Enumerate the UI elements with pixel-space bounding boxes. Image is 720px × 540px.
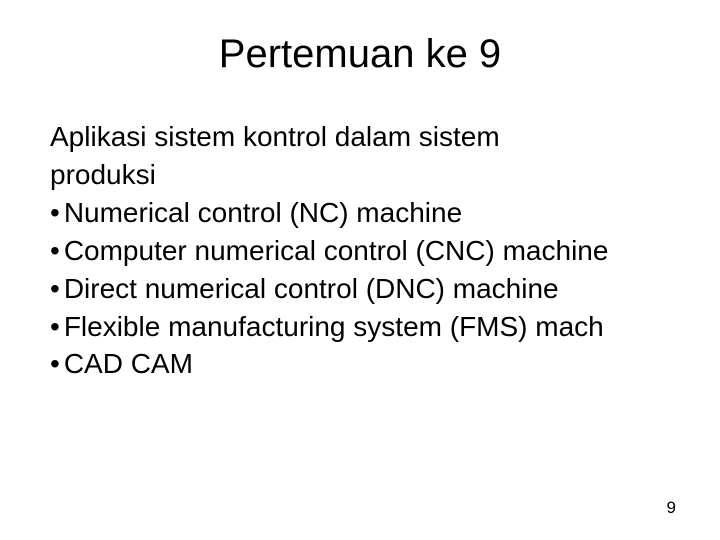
bullet-text: Computer numerical control (CNC) machine [64,235,609,266]
bullet-list: •Numerical control (NC) machine •Compute… [50,195,670,384]
slide-title: Pertemuan ke 9 [50,32,670,77]
slide-container: Pertemuan ke 9 Aplikasi sistem kontrol d… [0,0,720,540]
bullet-text: CAD CAM [64,348,193,379]
bullet-icon: • [50,273,60,304]
list-item: •Direct numerical control (DNC) machine [50,271,670,308]
list-item: •Computer numerical control (CNC) machin… [50,233,670,270]
bullet-text: Numerical control (NC) machine [64,197,462,228]
page-number: 9 [667,498,676,518]
bullet-text: Flexible manufacturing system (FMS) mach [64,311,604,342]
bullet-text: Direct numerical control (DNC) machine [64,273,559,304]
bullet-icon: • [50,348,60,379]
slide-subtitle-line1: Aplikasi sistem kontrol dalam sistem [50,119,670,155]
list-item: •Flexible manufacturing system (FMS) mac… [50,309,670,346]
list-item: •Numerical control (NC) machine [50,195,670,232]
list-item: •CAD CAM [50,346,670,383]
slide-subtitle-line2: produksi [50,157,670,193]
bullet-icon: • [50,311,60,342]
bullet-icon: • [50,197,60,228]
bullet-icon: • [50,235,60,266]
